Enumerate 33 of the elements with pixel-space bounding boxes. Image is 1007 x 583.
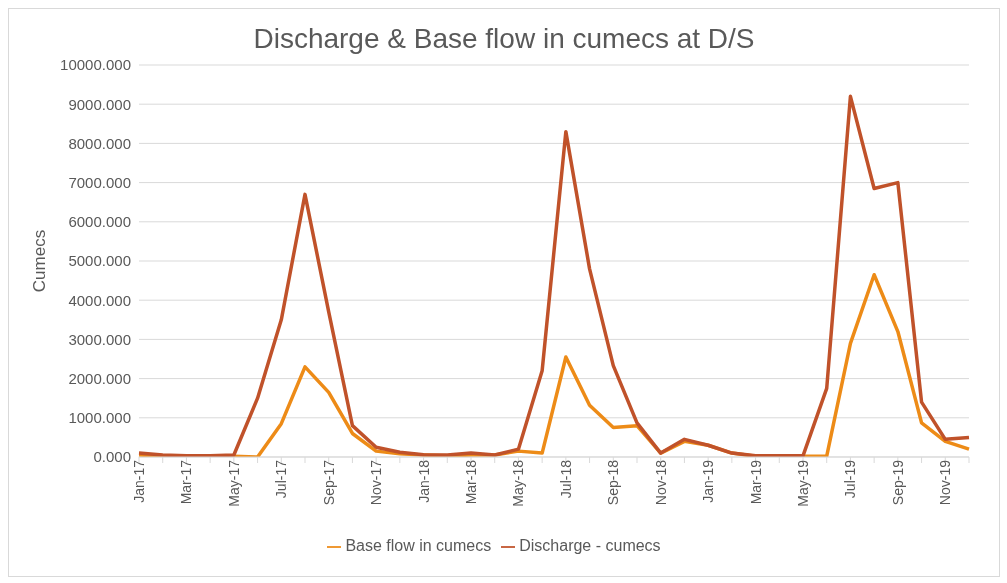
y-tick-label: 6000.000	[68, 213, 131, 231]
x-tick-label: Nov-18	[652, 459, 669, 506]
x-tick-label: May-18	[510, 459, 527, 507]
legend-label: Discharge - cumecs	[519, 537, 661, 554]
x-tick-label: Sep-18	[605, 459, 622, 506]
x-tick-label: Jan-17	[130, 459, 147, 503]
chart-title: Discharge & Base flow in cumecs at D/S	[252, 23, 756, 55]
x-tick-label: May-17	[225, 459, 242, 507]
y-tick-label: 3000.000	[68, 330, 131, 348]
x-tick-label: Jul-17	[273, 459, 290, 499]
x-tick-label: Nov-19	[937, 459, 954, 506]
x-tick-label: Sep-19	[889, 459, 906, 506]
x-tick-label: Jan-19	[700, 459, 717, 503]
y-tick-label: 10000.000	[60, 56, 131, 74]
y-tick-label: 0.000	[93, 448, 131, 466]
y-tick-label: 2000.000	[68, 369, 131, 387]
y-tick-label: 1000.000	[68, 409, 131, 427]
x-tick-label: Jul-19	[842, 459, 859, 499]
y-tick-label: 9000.000	[68, 95, 131, 113]
x-tick-label: Mar-18	[462, 459, 479, 505]
y-tick-label: 5000.000	[68, 252, 131, 270]
y-tick-label: 7000.000	[68, 173, 131, 191]
x-tick-label: Sep-17	[320, 459, 337, 506]
x-tick-label: Jan-18	[415, 459, 432, 503]
y-tick-label: 4000.000	[68, 291, 131, 309]
y-tick-label: 8000.000	[68, 134, 131, 152]
y-axis-title: Cumecs	[30, 229, 50, 293]
x-tick-label: Mar-19	[747, 459, 764, 505]
legend-label: Base flow in cumecs	[345, 537, 492, 554]
x-tick-label: May-19	[794, 459, 811, 507]
x-tick-label: Mar-17	[178, 459, 195, 505]
x-tick-label: Nov-17	[368, 459, 385, 506]
x-tick-label: Jul-18	[557, 459, 574, 499]
